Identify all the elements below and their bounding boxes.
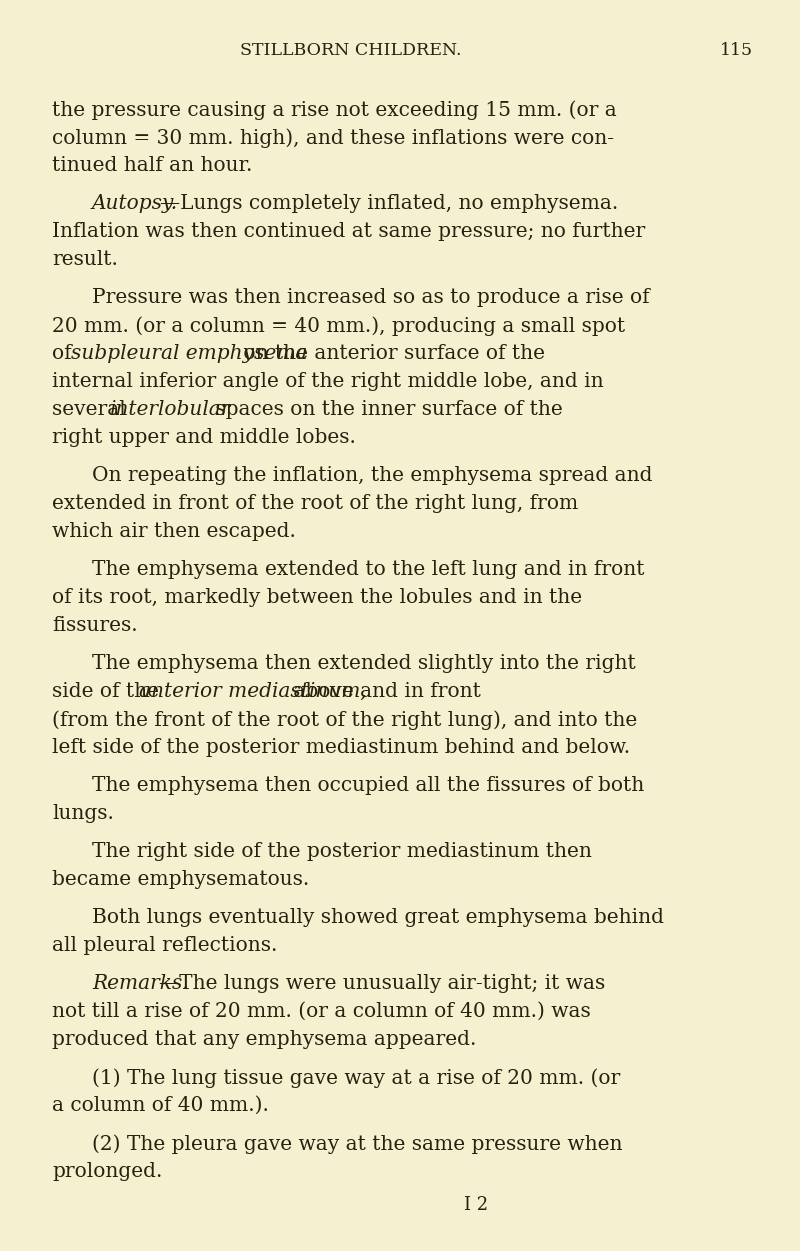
Text: Remarks.: Remarks.: [92, 975, 189, 993]
Text: produced that any emphysema appeared.: produced that any emphysema appeared.: [52, 1030, 476, 1050]
Text: lungs.: lungs.: [52, 804, 114, 823]
Text: which air then escaped.: which air then escaped.: [52, 522, 296, 540]
Text: The emphysema then extended slightly into the right: The emphysema then extended slightly int…: [92, 654, 636, 673]
Text: internal inferior angle of the right middle lobe, and in: internal inferior angle of the right mid…: [52, 372, 604, 392]
Text: (1) The lung tissue gave way at a rise of 20 mm. (or: (1) The lung tissue gave way at a rise o…: [92, 1068, 620, 1087]
Text: (2) The pleura gave way at the same pressure when: (2) The pleura gave way at the same pres…: [92, 1133, 622, 1153]
Text: The emphysema then occupied all the fissures of both: The emphysema then occupied all the fiss…: [92, 776, 644, 794]
Text: not till a rise of 20 mm. (or a column of 40 mm.) was: not till a rise of 20 mm. (or a column o…: [52, 1002, 590, 1021]
Text: tinued half an hour.: tinued half an hour.: [52, 156, 252, 175]
Text: result.: result.: [52, 250, 118, 269]
Text: several: several: [52, 400, 132, 419]
Text: —Lungs completely inflated, no emphysema.: —Lungs completely inflated, no emphysema…: [160, 194, 618, 213]
Text: The right side of the posterior mediastinum then: The right side of the posterior mediasti…: [92, 842, 592, 861]
Text: fissures.: fissures.: [52, 615, 138, 636]
Text: subpleural emphysema: subpleural emphysema: [71, 344, 307, 363]
Text: 20 mm. (or a column = 40 mm.), producing a small spot: 20 mm. (or a column = 40 mm.), producing…: [52, 317, 625, 335]
Text: above and in front: above and in front: [287, 682, 481, 701]
Text: 115: 115: [720, 43, 753, 59]
Text: on the anterior surface of the: on the anterior surface of the: [237, 344, 545, 363]
Text: Autopsy.: Autopsy.: [92, 194, 178, 213]
Text: spaces on the inner surface of the: spaces on the inner surface of the: [209, 400, 562, 419]
Text: Pressure was then increased so as to produce a rise of: Pressure was then increased so as to pro…: [92, 288, 650, 306]
Text: a column of 40 mm.).: a column of 40 mm.).: [52, 1096, 269, 1115]
Text: left side of the posterior mediastinum behind and below.: left side of the posterior mediastinum b…: [52, 738, 630, 757]
Text: the pressure causing a rise not exceeding 15 mm. (or a: the pressure causing a rise not exceedin…: [52, 100, 617, 120]
Text: (from the front of the root of the right lung), and into the: (from the front of the root of the right…: [52, 711, 638, 729]
Text: Inflation was then continued at same pressure; no further: Inflation was then continued at same pre…: [52, 221, 646, 241]
Text: side of the: side of the: [52, 682, 166, 701]
Text: of: of: [52, 344, 78, 363]
Text: anterior mediastinum,: anterior mediastinum,: [139, 682, 366, 701]
Text: On repeating the inflation, the emphysema spread and: On repeating the inflation, the emphysem…: [92, 467, 653, 485]
Text: column = 30 mm. high), and these inflations were con-: column = 30 mm. high), and these inflati…: [52, 128, 614, 148]
Text: The emphysema extended to the left lung and in front: The emphysema extended to the left lung …: [92, 560, 645, 579]
Text: STILLBORN CHILDREN.: STILLBORN CHILDREN.: [240, 43, 462, 59]
Text: interlobular: interlobular: [110, 400, 231, 419]
Text: of its root, markedly between the lobules and in the: of its root, markedly between the lobule…: [52, 588, 582, 607]
Text: all pleural reflections.: all pleural reflections.: [52, 936, 278, 955]
Text: —The lungs were unusually air-tight; it was: —The lungs were unusually air-tight; it …: [159, 975, 606, 993]
Text: I 2: I 2: [464, 1196, 488, 1213]
Text: extended in front of the root of the right lung, from: extended in front of the root of the rig…: [52, 494, 578, 513]
Text: prolonged.: prolonged.: [52, 1162, 162, 1181]
Text: Both lungs eventually showed great emphysema behind: Both lungs eventually showed great emphy…: [92, 908, 664, 927]
Text: became emphysematous.: became emphysematous.: [52, 869, 310, 889]
Text: right upper and middle lobes.: right upper and middle lobes.: [52, 428, 356, 447]
